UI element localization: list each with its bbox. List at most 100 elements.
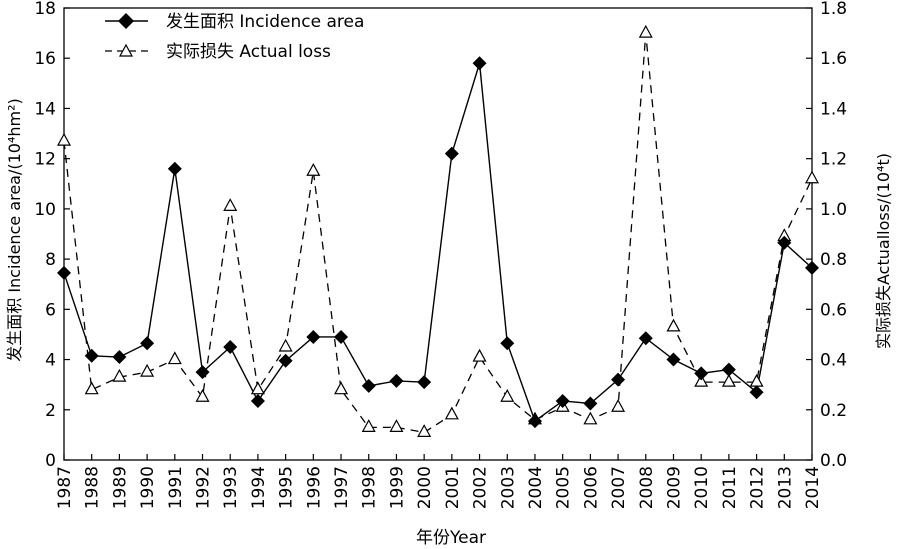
point-actual-loss xyxy=(666,318,681,332)
point-incidence-area xyxy=(334,329,349,344)
point-actual-loss xyxy=(223,198,238,211)
x-axis: 1987 1988 1989 1990 1991 1992 1993 1994 1995 1996… xyxy=(55,454,823,509)
point-incidence-area xyxy=(250,393,265,408)
point-actual-loss xyxy=(694,373,709,387)
point-incidence-area xyxy=(721,362,736,377)
x-tick-label: 2003 xyxy=(498,466,518,509)
point-incidence-area xyxy=(195,365,210,380)
point-actual-loss xyxy=(389,419,404,432)
point-actual-loss xyxy=(56,132,72,146)
point-actual-loss xyxy=(167,351,182,365)
point-actual-loss xyxy=(250,381,265,395)
series-line-actual-loss xyxy=(63,33,813,434)
y-right-tick-label: 0.4 xyxy=(820,351,847,371)
legend-label-loss: 实际损失 Actual loss xyxy=(166,42,331,62)
x-tick-label: 2014 xyxy=(803,466,823,509)
point-actual-loss xyxy=(500,388,515,402)
legend-item-incidence: 发生面积 Incidence area xyxy=(105,12,364,32)
legend-label-incidence: 发生面积 Incidence area xyxy=(166,12,364,32)
point-actual-loss xyxy=(306,162,321,176)
y-right-tick-label: 0.0 xyxy=(820,451,847,471)
point-incidence-area xyxy=(417,375,432,390)
plot-frame xyxy=(63,7,813,461)
x-tick-label: 1997 xyxy=(332,466,352,509)
point-incidence-area xyxy=(500,336,515,351)
x-tick-label: 1992 xyxy=(194,466,214,509)
x-tick-label: 1996 xyxy=(304,466,324,509)
point-incidence-area xyxy=(777,235,792,250)
x-tick-label: 2001 xyxy=(443,466,463,509)
x-tick-label: 2008 xyxy=(637,466,657,509)
point-actual-loss xyxy=(417,424,432,437)
point-actual-loss xyxy=(84,381,99,395)
y-left-tick-label: 10 xyxy=(34,200,56,220)
y-left-tick-label: 6 xyxy=(45,300,56,320)
x-tick-label: 2002 xyxy=(471,466,491,509)
point-incidence-area xyxy=(444,146,459,161)
point-incidence-area xyxy=(167,161,182,176)
plot-border xyxy=(63,7,813,461)
y-right-tick-label: 1.6 xyxy=(820,49,847,69)
point-actual-loss xyxy=(140,363,155,377)
y-left-tick-label: 4 xyxy=(45,351,56,371)
legend: 发生面积 Incidence area 实际损失 Actual loss xyxy=(105,12,364,62)
point-actual-loss xyxy=(721,373,736,387)
point-incidence-area xyxy=(805,260,819,275)
point-actual-loss xyxy=(112,368,127,382)
point-actual-loss xyxy=(749,373,764,387)
point-incidence-area xyxy=(583,396,598,411)
x-tick-label: 1990 xyxy=(138,466,158,509)
point-actual-loss xyxy=(611,399,626,412)
point-incidence-area xyxy=(638,331,653,346)
x-tick-label: 1987 xyxy=(55,466,75,509)
point-actual-loss xyxy=(472,348,487,362)
point-incidence-area xyxy=(84,348,99,363)
y-left-tick-label: 8 xyxy=(45,250,56,270)
point-incidence-area xyxy=(278,353,293,368)
y-left-tick-label: 12 xyxy=(34,150,56,170)
y-right-tick-label: 1.4 xyxy=(820,99,847,119)
y-left-tick-label: 18 xyxy=(34,0,56,19)
point-actual-loss xyxy=(361,419,376,432)
x-tick-label: 1988 xyxy=(83,466,103,509)
x-tick-label: 2010 xyxy=(692,466,712,509)
point-incidence-area xyxy=(666,352,681,367)
point-incidence-area xyxy=(112,350,127,365)
point-incidence-area xyxy=(306,329,321,344)
x-axis-label: 年份Year xyxy=(416,528,486,548)
x-tick-label: 1989 xyxy=(110,466,130,509)
point-incidence-area xyxy=(611,372,626,387)
x-tick-label: 2004 xyxy=(526,466,546,509)
series-line-incidence-area xyxy=(63,63,813,423)
y-right-tick-label: 1.2 xyxy=(820,150,847,170)
x-tick-label: 1998 xyxy=(360,466,380,509)
point-actual-loss xyxy=(804,170,820,184)
y-right-tick-label: 1.8 xyxy=(820,0,847,19)
x-tick-label: 2009 xyxy=(664,466,684,509)
point-incidence-area xyxy=(527,414,542,429)
point-incidence-area xyxy=(223,340,238,354)
point-actual-loss xyxy=(638,24,653,38)
point-incidence-area xyxy=(389,373,404,388)
y-left-tick-label: 14 xyxy=(34,99,56,119)
x-tick-label: 2000 xyxy=(415,466,435,509)
x-tick-label: 2006 xyxy=(581,466,601,509)
right-axis: 0.0 0.2 0.4 0.6 0.8 1.0 1.2 1.4 1.6 1.8 xyxy=(806,0,847,471)
y-right-tick-label: 1.0 xyxy=(820,200,847,220)
x-tick-label: 2005 xyxy=(554,466,574,509)
x-tick-label: 1991 xyxy=(166,466,186,509)
left-axis: 0 2 4 6 8 10 12 14 16 18 xyxy=(34,0,70,471)
y-axis-right-label: 实际损失Actualloss/(10⁴t) xyxy=(874,153,893,349)
y-left-tick-label: 16 xyxy=(34,49,56,69)
point-actual-loss xyxy=(278,338,293,352)
point-incidence-area xyxy=(694,366,709,381)
x-tick-label: 2011 xyxy=(720,466,740,509)
y-left-tick-label: 2 xyxy=(45,401,56,421)
point-actual-loss xyxy=(583,411,598,425)
x-tick-label: 2013 xyxy=(775,466,795,509)
point-incidence-area xyxy=(140,336,155,351)
point-actual-loss xyxy=(444,406,459,420)
y-right-tick-label: 0.8 xyxy=(820,250,847,270)
y-left-tick-label: 0 xyxy=(45,451,56,471)
